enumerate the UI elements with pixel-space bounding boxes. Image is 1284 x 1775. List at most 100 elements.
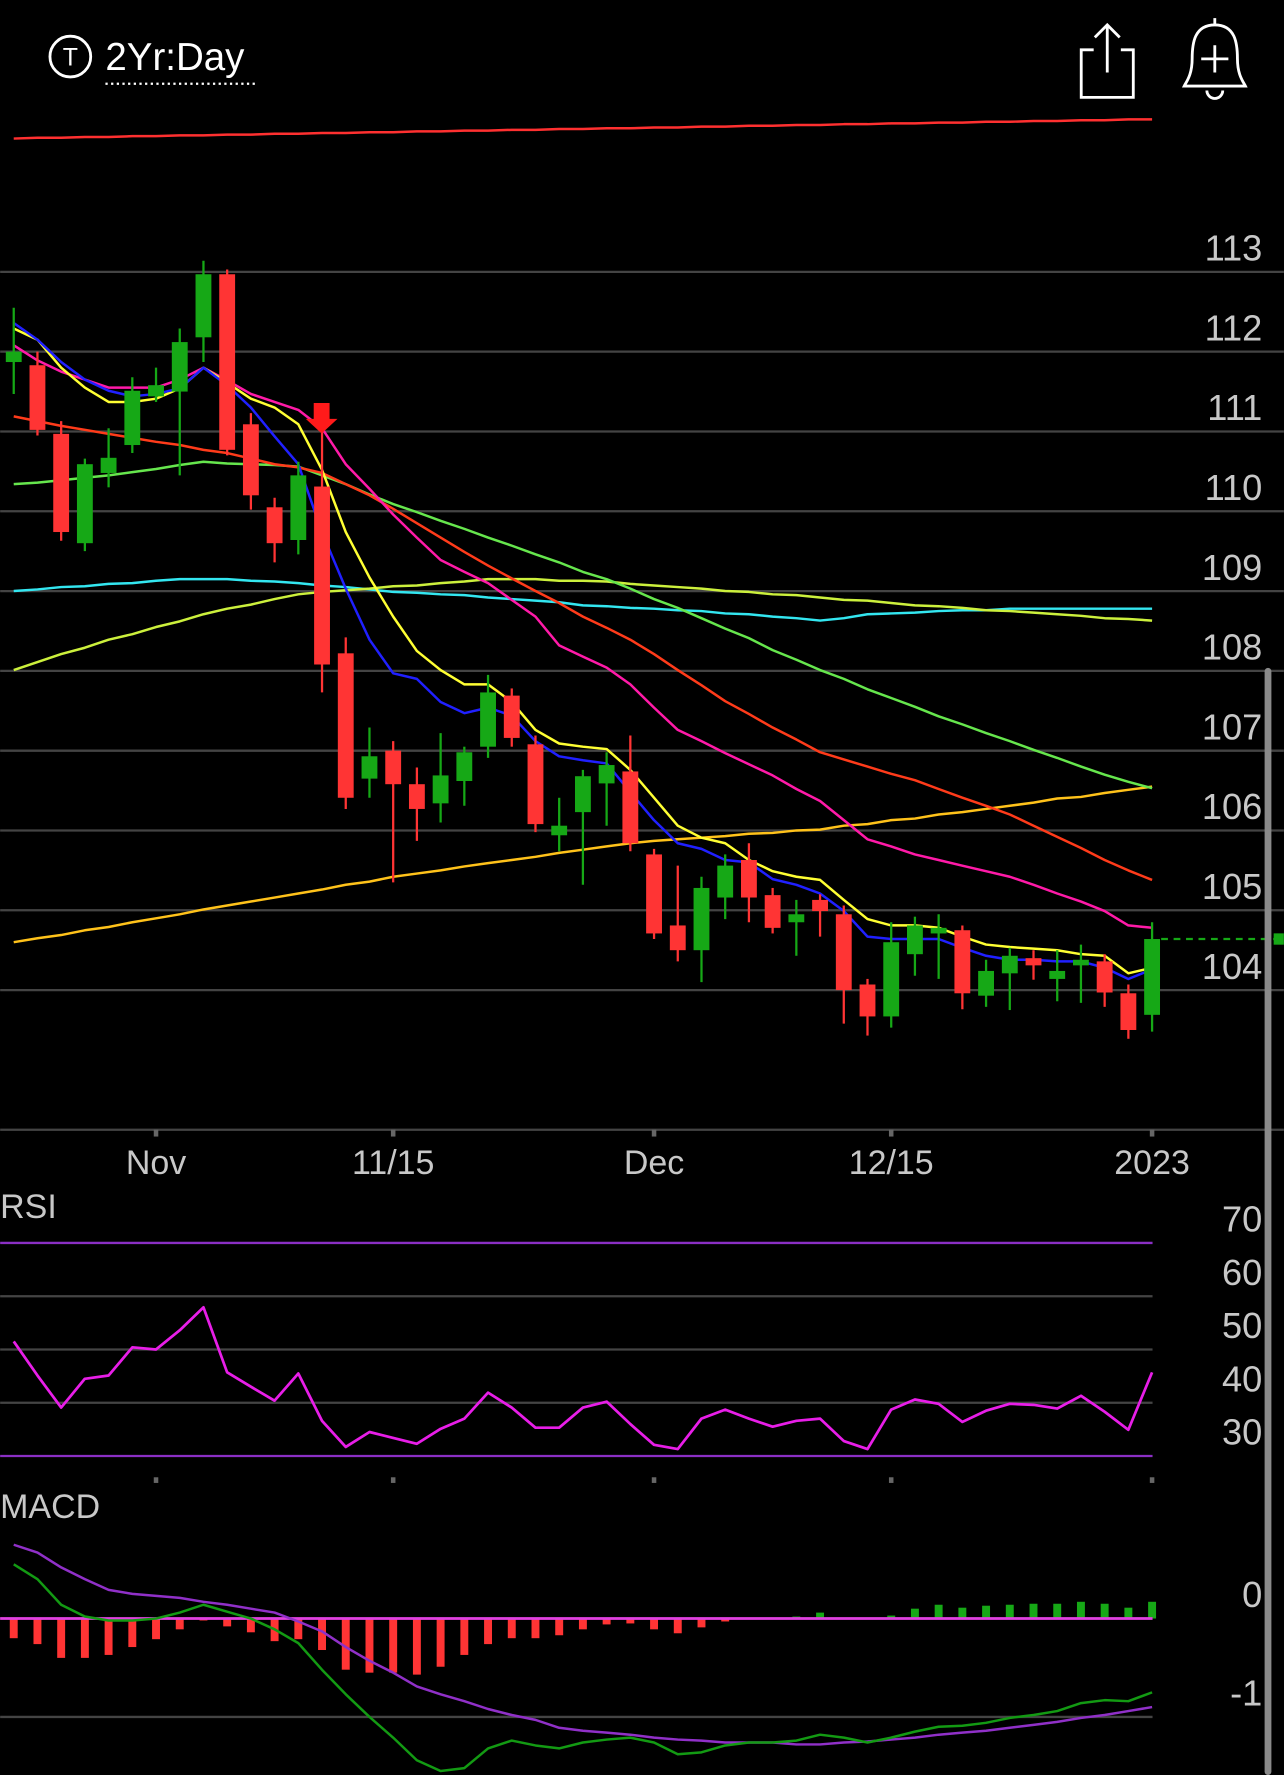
share-arrow	[1093, 22, 1121, 73]
candle-body	[480, 692, 496, 747]
candle-body	[551, 825, 568, 836]
alert-button[interactable]	[1181, 18, 1248, 100]
bell	[1181, 23, 1248, 88]
histogram-bar	[1005, 1604, 1014, 1619]
histogram-bar	[1100, 1603, 1109, 1619]
histogram-bar	[697, 1618, 706, 1628]
candle-body	[907, 925, 923, 955]
histogram-bar	[365, 1618, 374, 1673]
candle-body	[53, 433, 70, 533]
line	[13, 577, 1153, 622]
candle-body	[764, 895, 781, 928]
candle-body	[835, 914, 852, 991]
y-tick-label: 104	[1202, 946, 1262, 987]
candle-body	[314, 486, 330, 665]
candle-body	[290, 475, 307, 541]
histogram-bar	[1029, 1603, 1038, 1619]
timeframe[interactable]: 2Yr:Day	[105, 36, 245, 79]
candle-body	[456, 752, 473, 782]
y-tick-label: 111	[1207, 387, 1262, 428]
candle-body	[717, 865, 734, 898]
chart-area: 104 105 106 107 108 109 110 111 112 113 Nov 11/15 De…	[0, 118, 1284, 1773]
y-tick-label: 113	[1205, 228, 1263, 269]
candle-body	[978, 970, 995, 996]
x-tick-label: 12/15	[849, 1144, 934, 1182]
histogram-bar	[910, 1608, 919, 1619]
scrollbar[interactable]	[1264, 667, 1272, 1775]
x-tick-label: Dec	[624, 1144, 684, 1182]
histogram-bar	[650, 1618, 659, 1630]
candle-body	[385, 750, 402, 785]
y-tick-label: 110	[1205, 467, 1263, 508]
candle-body	[76, 464, 93, 544]
candle-body	[574, 776, 591, 813]
y-tick-label: 108	[1202, 627, 1262, 668]
candle-body	[148, 385, 164, 397]
candle-body	[337, 653, 354, 798]
bell-plus	[1201, 45, 1229, 73]
line	[13, 118, 1153, 140]
histogram-bar	[9, 1618, 18, 1639]
candle-body	[598, 765, 615, 784]
line	[13, 415, 1153, 882]
candle-body	[812, 899, 828, 912]
candle-body	[100, 457, 117, 473]
candle-body	[1096, 961, 1113, 993]
candle-body	[883, 942, 900, 1017]
histogram-bar	[1148, 1601, 1157, 1619]
bell-clapper	[1205, 90, 1225, 100]
candle-body	[1073, 959, 1089, 966]
candle-body	[1144, 939, 1161, 1015]
histogram-bar	[578, 1618, 587, 1630]
line	[12, 1306, 1154, 1451]
candle-body	[954, 930, 971, 994]
histogram-bar	[294, 1618, 303, 1640]
candle-body	[432, 775, 449, 804]
candle-body	[266, 507, 283, 544]
candle-body	[195, 274, 212, 338]
histogram-bar	[1076, 1601, 1085, 1619]
y-tick-label: 40	[1222, 1358, 1262, 1399]
candle-body	[219, 274, 236, 450]
histogram-bar	[152, 1618, 160, 1640]
histogram-bar	[602, 1618, 611, 1625]
candle-body	[622, 771, 639, 844]
histogram-bar	[436, 1618, 445, 1667]
panel-title: RSI	[0, 1188, 57, 1226]
candle-body	[669, 925, 686, 951]
histogram-bar	[484, 1618, 493, 1645]
symbol-icon[interactable]: T	[48, 34, 93, 79]
candle-body	[693, 887, 710, 951]
candle-body	[408, 784, 425, 809]
y-tick-label: 109	[1202, 547, 1262, 588]
histogram-bar	[246, 1618, 255, 1633]
y-tick-label: 60	[1222, 1252, 1262, 1293]
candle-body	[859, 984, 876, 1017]
share-button[interactable]	[1079, 22, 1135, 99]
share-box	[1079, 48, 1135, 99]
y-tick-label: 70	[1222, 1199, 1262, 1240]
signal-arrow	[305, 402, 338, 434]
histogram-bar	[958, 1607, 967, 1619]
histogram-bar	[934, 1604, 943, 1619]
candle-body	[646, 854, 662, 934]
histogram-bar	[412, 1618, 421, 1675]
y-tick-label: 50	[1222, 1305, 1262, 1346]
histogram-bar	[104, 1618, 113, 1655]
header: T 2Yr:Day	[48, 18, 1248, 100]
y-tick-label: 112	[1205, 307, 1263, 348]
candle-body	[124, 390, 141, 446]
candle-body	[930, 927, 947, 934]
candle-body	[1049, 970, 1066, 979]
histogram-bar	[982, 1605, 991, 1619]
histogram-bar	[341, 1618, 350, 1670]
histogram-bar	[673, 1618, 682, 1634]
y-tick-label: -1	[1230, 1673, 1262, 1714]
y-tick-label: 0	[1242, 1574, 1262, 1615]
candle-body	[1025, 958, 1042, 966]
y-tick-label: 107	[1202, 706, 1262, 747]
histogram-bar	[128, 1618, 137, 1648]
